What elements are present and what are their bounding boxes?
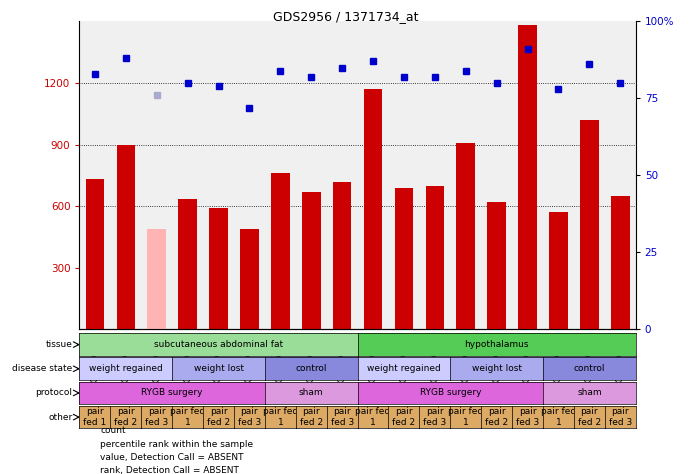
Bar: [333, 182, 352, 329]
Text: pair
fed 2: pair fed 2: [114, 408, 138, 427]
Bar: [86, 180, 104, 329]
Bar: [147, 229, 166, 329]
Text: pair
fed 3: pair fed 3: [609, 408, 632, 427]
Bar: [611, 196, 630, 329]
Bar: [457, 143, 475, 329]
Text: weight lost: weight lost: [193, 365, 243, 373]
Text: weight regained: weight regained: [89, 365, 162, 373]
Text: count: count: [100, 427, 126, 435]
Text: GDS2956 / 1371734_at: GDS2956 / 1371734_at: [273, 10, 418, 23]
Bar: [271, 173, 290, 329]
Bar: [518, 26, 537, 329]
Text: pair fed
1: pair fed 1: [263, 408, 298, 427]
Text: pair fed
1: pair fed 1: [355, 408, 390, 427]
Text: pair fed
1: pair fed 1: [541, 408, 576, 427]
Text: control: control: [296, 365, 327, 373]
Text: rank, Detection Call = ABSENT: rank, Detection Call = ABSENT: [100, 466, 239, 474]
Bar: [487, 202, 506, 329]
Text: pair
fed 2: pair fed 2: [300, 408, 323, 427]
Text: sham: sham: [299, 389, 323, 397]
Text: pair fed
1: pair fed 1: [448, 408, 483, 427]
Text: control: control: [574, 365, 605, 373]
Text: pair fed
1: pair fed 1: [170, 408, 205, 427]
Text: pair
fed 2: pair fed 2: [485, 408, 508, 427]
Text: tissue: tissue: [46, 340, 73, 349]
Text: pair
fed 3: pair fed 3: [423, 408, 446, 427]
Text: pair
fed 3: pair fed 3: [145, 408, 169, 427]
Bar: [363, 89, 382, 329]
Bar: [580, 120, 598, 329]
Bar: [302, 192, 321, 329]
Text: weight regained: weight regained: [367, 365, 441, 373]
Text: value, Detection Call = ABSENT: value, Detection Call = ABSENT: [100, 453, 244, 462]
Text: pair
fed 3: pair fed 3: [516, 408, 539, 427]
Bar: [117, 145, 135, 329]
Text: RYGB surgery: RYGB surgery: [419, 389, 481, 397]
Bar: [395, 188, 413, 329]
Text: protocol: protocol: [35, 389, 73, 397]
Text: weight lost: weight lost: [472, 365, 522, 373]
Text: pair
fed 3: pair fed 3: [238, 408, 261, 427]
Text: pair
fed 2: pair fed 2: [578, 408, 601, 427]
Text: percentile rank within the sample: percentile rank within the sample: [100, 440, 254, 448]
Bar: [549, 212, 568, 329]
Text: other: other: [48, 413, 73, 421]
Text: sham: sham: [577, 389, 602, 397]
Bar: [209, 208, 228, 329]
Text: pair
fed 2: pair fed 2: [207, 408, 230, 427]
Text: pair
fed 2: pair fed 2: [392, 408, 415, 427]
Text: RYGB surgery: RYGB surgery: [142, 389, 203, 397]
Text: hypothalamus: hypothalamus: [464, 340, 529, 349]
Text: disease state: disease state: [12, 365, 73, 373]
Bar: [240, 229, 258, 329]
Text: pair
fed 1: pair fed 1: [84, 408, 106, 427]
Text: pair
fed 3: pair fed 3: [330, 408, 354, 427]
Bar: [178, 199, 197, 329]
Text: subcutaneous abdominal fat: subcutaneous abdominal fat: [154, 340, 283, 349]
Bar: [426, 186, 444, 329]
